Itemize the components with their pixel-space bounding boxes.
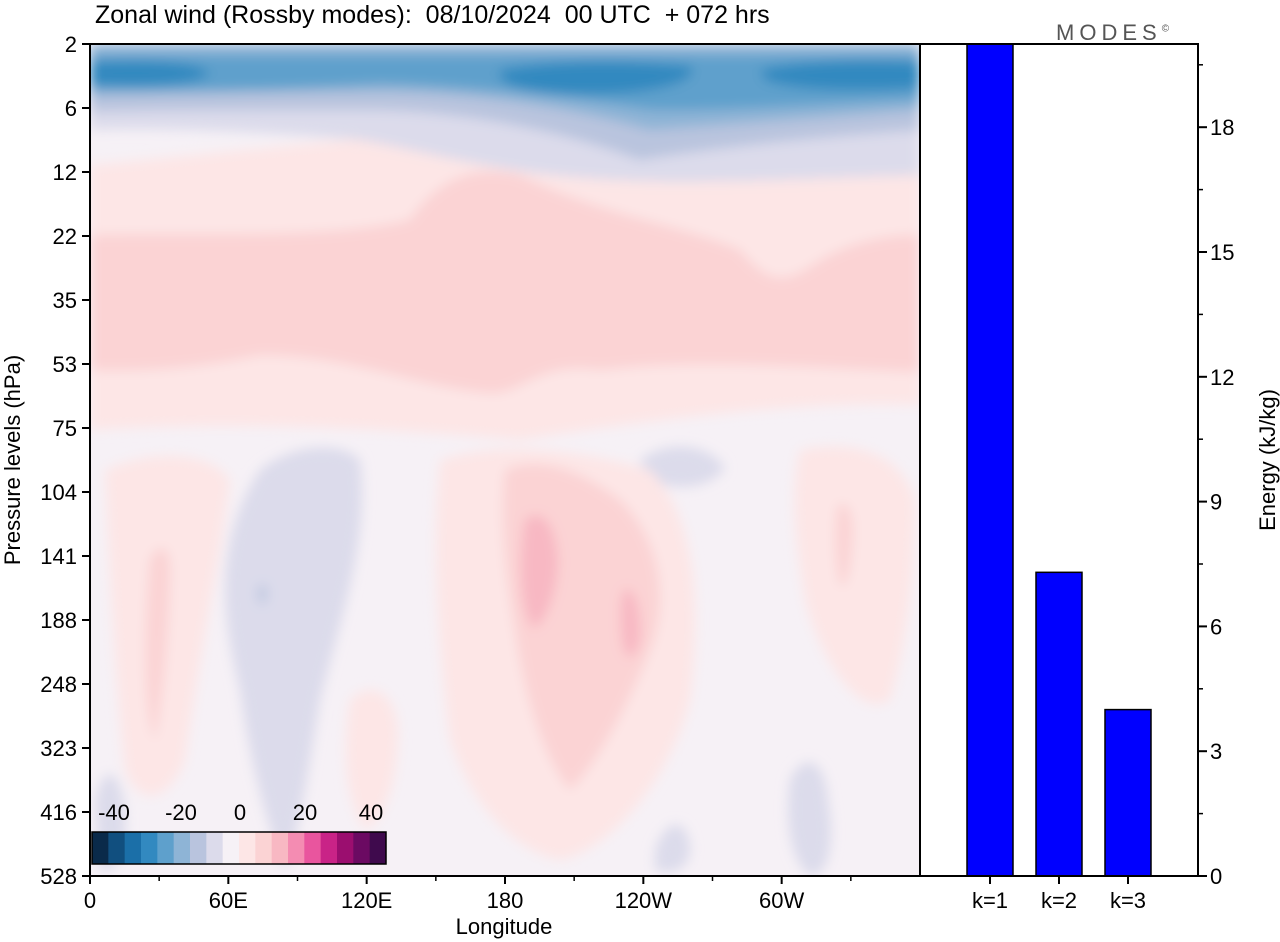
x-tick-label: 120W [615,888,673,913]
energy-bar-panel: k=1 k=2 k=3 0 3 6 9 12 15 18 [966,43,1234,913]
y-tick-label: 416 [40,800,77,825]
positive-band-strong [90,171,920,394]
colorbar-swatch [239,832,256,864]
energy-y-tick-label: 0 [1210,864,1222,889]
bar-category-label: k=1 [972,888,1008,913]
negative-lobe-60e [225,447,362,870]
y-tick-label: 248 [40,672,77,697]
y-tick-label: 75 [53,416,77,441]
colorbar-tick-label: 0 [234,800,246,825]
energy-bar [1104,708,1152,877]
negative-layer-4 [90,55,920,111]
x-tick-label: 0 [84,888,96,913]
y-tick-label: 22 [53,224,77,249]
colorbar-tick-label: -40 [98,800,130,825]
colorbar-swatch [304,832,322,864]
positive-core-30e [145,548,171,740]
colorbar-swatch [353,832,371,864]
bar-category-label: k=2 [1041,888,1077,913]
negative-core-east [760,60,920,91]
colorbar-swatch [222,832,240,864]
positive-core-60w [835,504,853,586]
negative-dot [258,584,267,605]
y-tick-label: 2 [65,32,77,57]
colorbar-swatch [141,832,158,864]
y-tick-label: 104 [40,480,77,505]
y-tick-label: 528 [40,864,77,889]
colorbar-swatch [108,832,126,864]
colorbar-tick-label: 40 [359,800,383,825]
energy-y-tick-label: 9 [1210,490,1222,515]
energy-bar [966,43,1014,877]
colorbar-swatch [206,832,224,864]
y-tick-label: 12 [53,160,77,185]
negative-patch-bottom [788,762,831,876]
x-tick-label: 120E [341,888,392,913]
bar-category-label: k=3 [1110,888,1146,913]
heatmap-field [90,44,920,876]
colorbar-swatch [173,832,191,864]
x-tick-label: 60E [209,888,248,913]
y-tick-label: 323 [40,736,77,761]
colorbar-tick-label: -20 [165,800,197,825]
colorbar-swatch [92,832,109,864]
colorbar-swatch [288,832,305,864]
colorbar-swatch [337,832,354,864]
x-axis-label: Longitude [456,914,553,939]
energy-y-tick-label: 6 [1210,614,1222,639]
colorbar-swatch [271,832,289,864]
copyright-mark: © [1161,23,1170,35]
modes-logo-text: MODES [1056,20,1162,45]
energy-y-tick-label: 15 [1210,240,1234,265]
y-tick-label: 53 [53,352,77,377]
y-tick-label: 35 [53,288,77,313]
energy-bar [1035,571,1083,877]
modes-logo: MODES© [1056,20,1169,46]
colorbar-swatch [320,832,338,864]
y-tick-label: 188 [40,608,77,633]
x-tick-label: 60W [759,888,804,913]
positive-region-120e [345,690,398,830]
negative-patch-120w [640,446,725,487]
negative-patch-bottom-2 [655,824,691,873]
colorbar-frame [91,831,387,865]
negative-core-west [90,60,210,87]
colorbar-swatch [157,832,175,864]
longitude-axis: 0 60E 120E 180 120W 60W [84,876,852,913]
positive-max-180a [521,515,558,628]
positive-max-180b [620,589,641,657]
bar-panel-frame [919,43,1199,877]
colorbar-swatch [190,832,207,864]
y-axis-label: Pressure levels (hPa) [0,355,25,565]
positive-region-60w [794,446,915,704]
energy-axis-label: Energy (kJ/kg) [1255,389,1280,531]
colorbar: -40 -20 0 20 40 [91,800,387,865]
energy-y-tick-label: 18 [1210,115,1234,140]
x-tick-label: 180 [487,888,524,913]
y-tick-label: 141 [40,544,77,569]
y-tick-label: 6 [65,96,77,121]
energy-y-tick-label: 3 [1210,739,1222,764]
colorbar-swatch [369,832,387,864]
colorbar-swatch [255,832,273,864]
chart-title: Zonal wind (Rossby modes): 08/10/2024 00… [95,1,770,29]
energy-y-tick-label: 12 [1210,365,1234,390]
pressure-axis: 2 6 12 22 35 53 75 104 141 188 248 323 416 528 [40,32,90,889]
colorbar-tick-label: 20 [293,800,317,825]
negative-core-central [500,61,693,95]
colorbar-swatch [124,832,142,864]
